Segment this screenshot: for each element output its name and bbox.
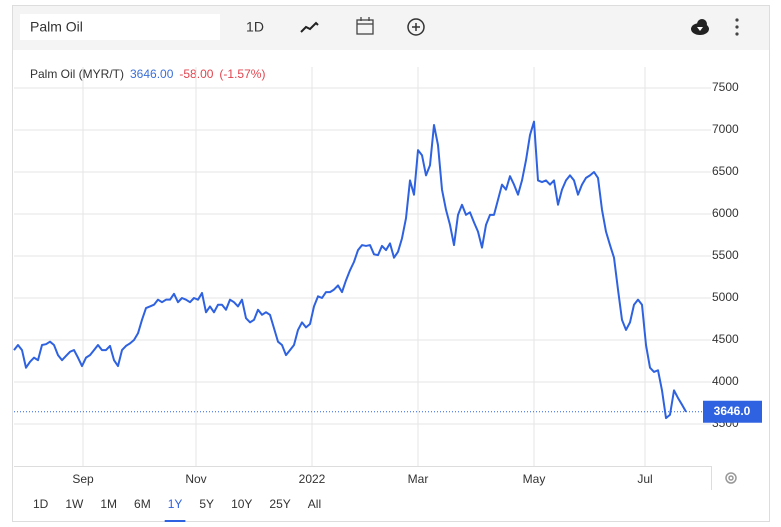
range-buttons: 1D 1W 1M 6M 1Y 5Y 10Y 25Y All	[33, 497, 321, 522]
calendar-icon[interactable]	[356, 17, 374, 35]
x-tick-label: Jul	[637, 472, 652, 486]
change-percent: (-1.57%)	[219, 67, 265, 81]
last-price-marker	[703, 400, 762, 423]
chart-title: Palm Oil (MYR/T)	[30, 67, 124, 81]
range-button[interactable]: 10Y	[231, 497, 252, 511]
x-tick-label: 2022	[299, 472, 326, 486]
x-tick-label: Mar	[408, 472, 429, 486]
y-tick-label: 7000	[712, 122, 739, 136]
y-tick-label: 6000	[712, 206, 739, 220]
change: -58.00	[179, 67, 213, 81]
download-icon[interactable]	[691, 19, 709, 35]
range-button[interactable]: 25Y	[269, 497, 290, 511]
y-tick-label: 5000	[712, 290, 739, 304]
range-button[interactable]: 6M	[134, 497, 151, 511]
search-box[interactable]	[20, 14, 220, 40]
range-button[interactable]: 1W	[65, 497, 84, 511]
settings-icon[interactable]	[725, 472, 737, 484]
range-button[interactable]: 1Y	[168, 497, 183, 511]
price: 3646.00	[130, 67, 174, 81]
search-text[interactable]: Palm Oil	[30, 19, 83, 35]
y-tick-label: 4000	[712, 374, 739, 388]
menu-icon[interactable]	[735, 18, 739, 36]
y-tick-label: 5500	[712, 248, 739, 262]
y-tick-label: 4500	[712, 332, 739, 346]
range-button[interactable]: All	[308, 497, 321, 511]
widget-frame	[12, 5, 770, 522]
last-price-label: 3646.0	[714, 404, 751, 418]
range-button[interactable]: 1M	[100, 497, 117, 511]
chart-type-icon[interactable]	[300, 21, 319, 33]
y-tick-label: 7500	[712, 80, 739, 94]
x-tick-label: Sep	[72, 472, 94, 486]
add-icon[interactable]	[407, 18, 425, 36]
price-line	[13, 120, 687, 420]
interval-button[interactable]: 1D	[246, 19, 264, 35]
x-tick-label: May	[523, 472, 546, 486]
range-button[interactable]: 1D	[33, 497, 49, 511]
range-button[interactable]: 5Y	[199, 497, 214, 511]
x-tick-label: Nov	[185, 472, 206, 486]
y-tick-label: 6500	[712, 164, 739, 178]
